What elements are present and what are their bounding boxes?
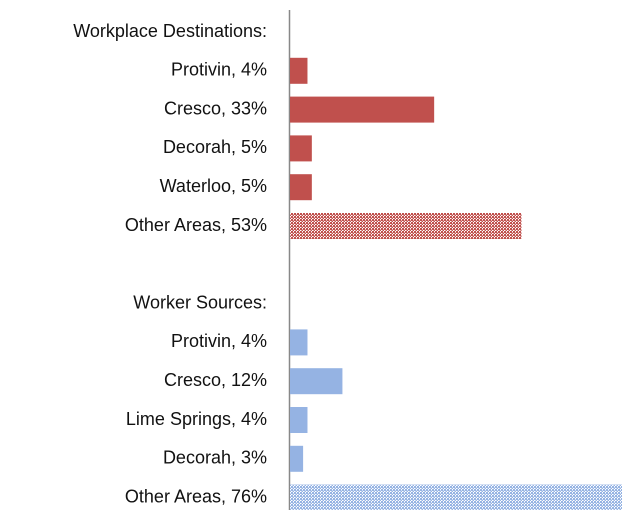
bar xyxy=(290,407,308,433)
category-label: Protivin, 4% xyxy=(171,60,267,80)
bar xyxy=(290,135,312,162)
bar xyxy=(290,484,622,510)
category-label: Waterloo, 5% xyxy=(160,176,267,196)
category-label: Cresco, 33% xyxy=(164,98,267,118)
bar xyxy=(290,174,312,201)
category-label: Other Areas, 53% xyxy=(125,215,267,235)
category-label: Protivin, 4% xyxy=(171,331,267,351)
bar xyxy=(290,57,308,84)
group-title: Worker Sources: xyxy=(133,292,267,312)
category-label: Cresco, 12% xyxy=(164,370,267,390)
bar xyxy=(290,213,522,239)
group-title: Workplace Destinations: xyxy=(73,21,267,41)
category-label: Other Areas, 76% xyxy=(125,486,267,506)
category-label: Lime Springs, 4% xyxy=(126,409,267,429)
bar xyxy=(290,368,343,395)
bar xyxy=(290,96,435,123)
bar xyxy=(290,445,304,472)
bar xyxy=(290,329,308,356)
category-label: Decorah, 3% xyxy=(163,448,267,468)
category-label: Decorah, 5% xyxy=(163,137,267,157)
